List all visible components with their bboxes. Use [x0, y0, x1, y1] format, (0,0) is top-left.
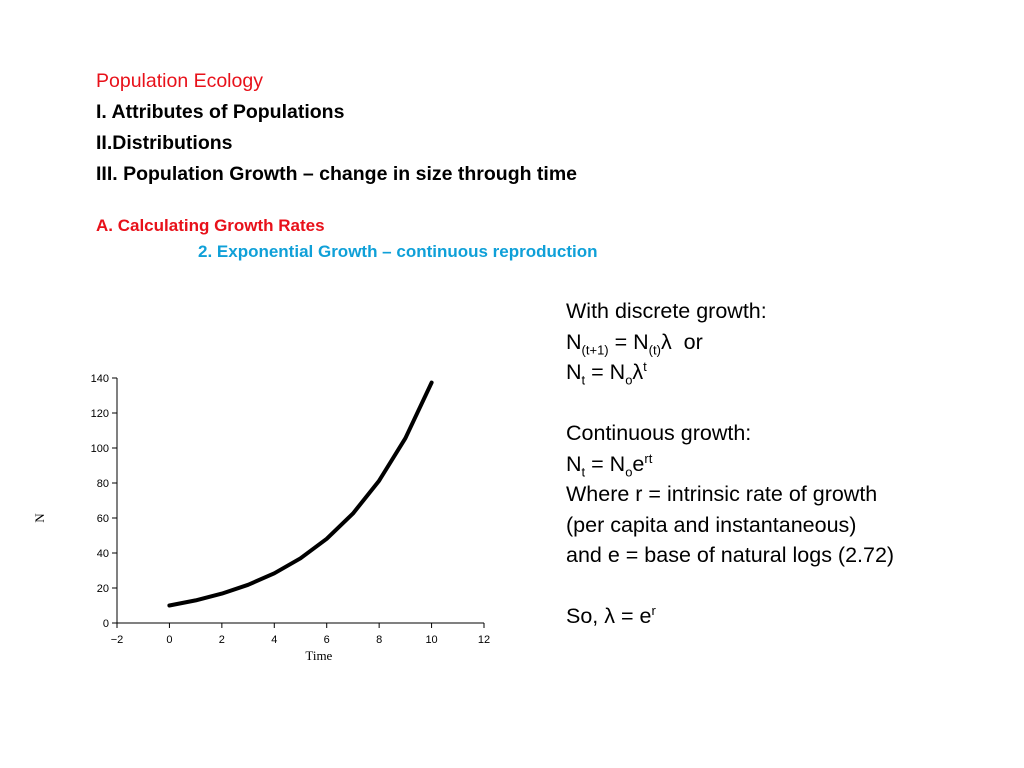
- eq3-n: N: [566, 451, 582, 476]
- subsection-2-heading: 2. Exponential Growth – continuous repro…: [198, 242, 598, 261]
- eq3-sub-t: t: [581, 463, 586, 479]
- base-e-line: and e = base of natural logs (2.72): [566, 543, 895, 567]
- outline-item-1: I. Attributes of Populations: [96, 101, 345, 123]
- x-axis-title: Time: [305, 648, 332, 663]
- discrete-equation-2: Nt = Noλt: [566, 357, 894, 388]
- continuous-growth-heading: Continuous growth:: [566, 421, 752, 445]
- eq1-equals-n: = N: [608, 329, 649, 354]
- eq2-lambda: λ: [632, 360, 644, 384]
- outline-item-2: II.Distributions: [96, 132, 233, 154]
- discrete-growth-heading: With discrete growth:: [566, 299, 767, 323]
- y-tick-label: 20: [97, 583, 109, 595]
- eq3-sup-rt: rt: [644, 450, 653, 466]
- y-tick-label: 60: [97, 513, 109, 525]
- x-tick-label: 10: [425, 634, 437, 646]
- x-tick-label: 2: [219, 634, 225, 646]
- outline-gap: [96, 190, 598, 213]
- notes-blank-line: [566, 388, 894, 419]
- eq1-sub-t-plus-1: (t+1): [581, 341, 609, 357]
- notes-blank-line-2: [566, 571, 894, 602]
- so-sup-r: r: [651, 602, 656, 618]
- y-tick-label: 120: [91, 408, 109, 420]
- x-tick-label: 12: [478, 634, 490, 646]
- y-tick-label: 140: [91, 373, 109, 385]
- section-a-heading: A. Calculating Growth Rates: [96, 216, 325, 235]
- eq1-n: N: [566, 329, 582, 354]
- growth-equations-notes: With discrete growth: N(t+1) = N(t)λ or …: [566, 296, 894, 632]
- eq1-lambda-or: λ or: [660, 329, 703, 354]
- y-axis-title: N: [32, 513, 47, 523]
- lecture-outline: Population Ecology I. Attributes of Popu…: [96, 66, 598, 265]
- x-tick-label: 0: [166, 634, 172, 646]
- y-tick-label: 0: [103, 618, 109, 630]
- eq2-n: N: [566, 360, 582, 384]
- x-tick-label: −2: [111, 634, 124, 646]
- y-tick-label: 100: [91, 443, 109, 455]
- exponential-growth-curve: [167, 380, 434, 608]
- course-title: Population Ecology: [96, 70, 263, 92]
- y-tick-label: 80: [97, 478, 109, 490]
- y-tick-label: 40: [97, 548, 109, 560]
- eq1-sub-t: (t): [648, 341, 661, 357]
- eq2-equals-n: = N: [585, 360, 626, 384]
- x-tick-label: 4: [271, 634, 277, 646]
- outline-item-3: III. Population Growth – change in size …: [96, 163, 578, 185]
- eq2-sub-t: t: [581, 372, 586, 388]
- lambda-equals-e-r: So, λ = er: [566, 601, 894, 632]
- x-tick-label: 6: [324, 634, 330, 646]
- eq2-sup-t: t: [643, 358, 647, 374]
- discrete-equation-1: N(t+1) = N(t)λ or: [566, 327, 894, 358]
- eq3-equals-n: = N: [585, 451, 626, 476]
- per-capita-line: (per capita and instantaneous): [566, 512, 857, 537]
- continuous-equation: Nt = Noert: [566, 449, 894, 480]
- eq3-e: e: [632, 451, 645, 476]
- eq3-sub-o: o: [625, 463, 633, 479]
- x-tick-label: 8: [376, 634, 382, 646]
- where-r-line: Where r = intrinsic rate of growth: [566, 482, 878, 506]
- so-lambda-text: So, λ = e: [566, 604, 652, 628]
- eq2-sub-o: o: [625, 372, 633, 388]
